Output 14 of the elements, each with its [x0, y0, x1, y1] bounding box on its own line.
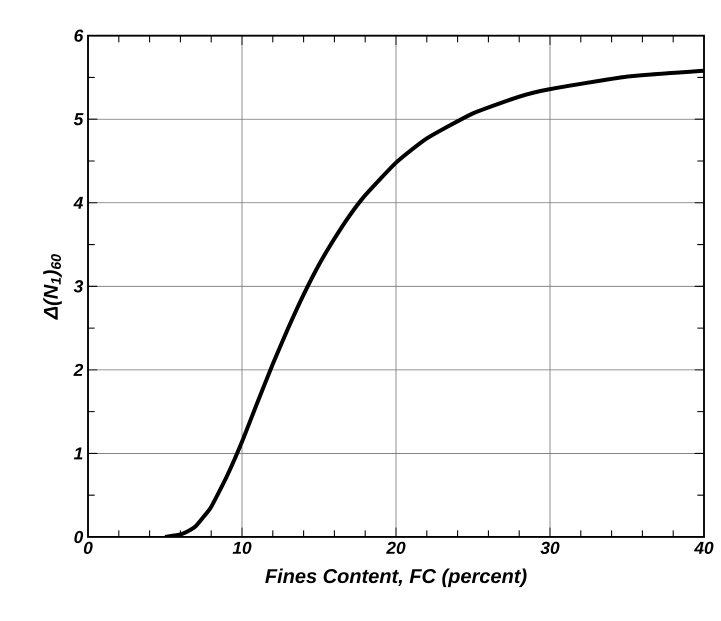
y-tick-label: 4 [73, 196, 84, 209]
x-tick-label: 30 [540, 542, 560, 554]
y-tick-label: 5 [74, 113, 84, 126]
x-tick-label: 10 [232, 542, 252, 554]
y-axis-title: Δ(N$_{1}$)$_{60}$ [43, 254, 62, 320]
x-tick-label: 20 [386, 542, 406, 554]
y-tick-label: 1 [74, 447, 82, 460]
x-tick-label: 0 [84, 542, 93, 554]
y-tick-label: 6 [74, 30, 84, 42]
x-tick-label: 40 [694, 542, 714, 554]
y-tick-label: 3 [74, 280, 84, 292]
y-tick-label: 0 [74, 530, 84, 544]
y-tick-label: 2 [73, 364, 84, 376]
x-axis-title: Fines Content, FC (percent) [265, 568, 527, 588]
